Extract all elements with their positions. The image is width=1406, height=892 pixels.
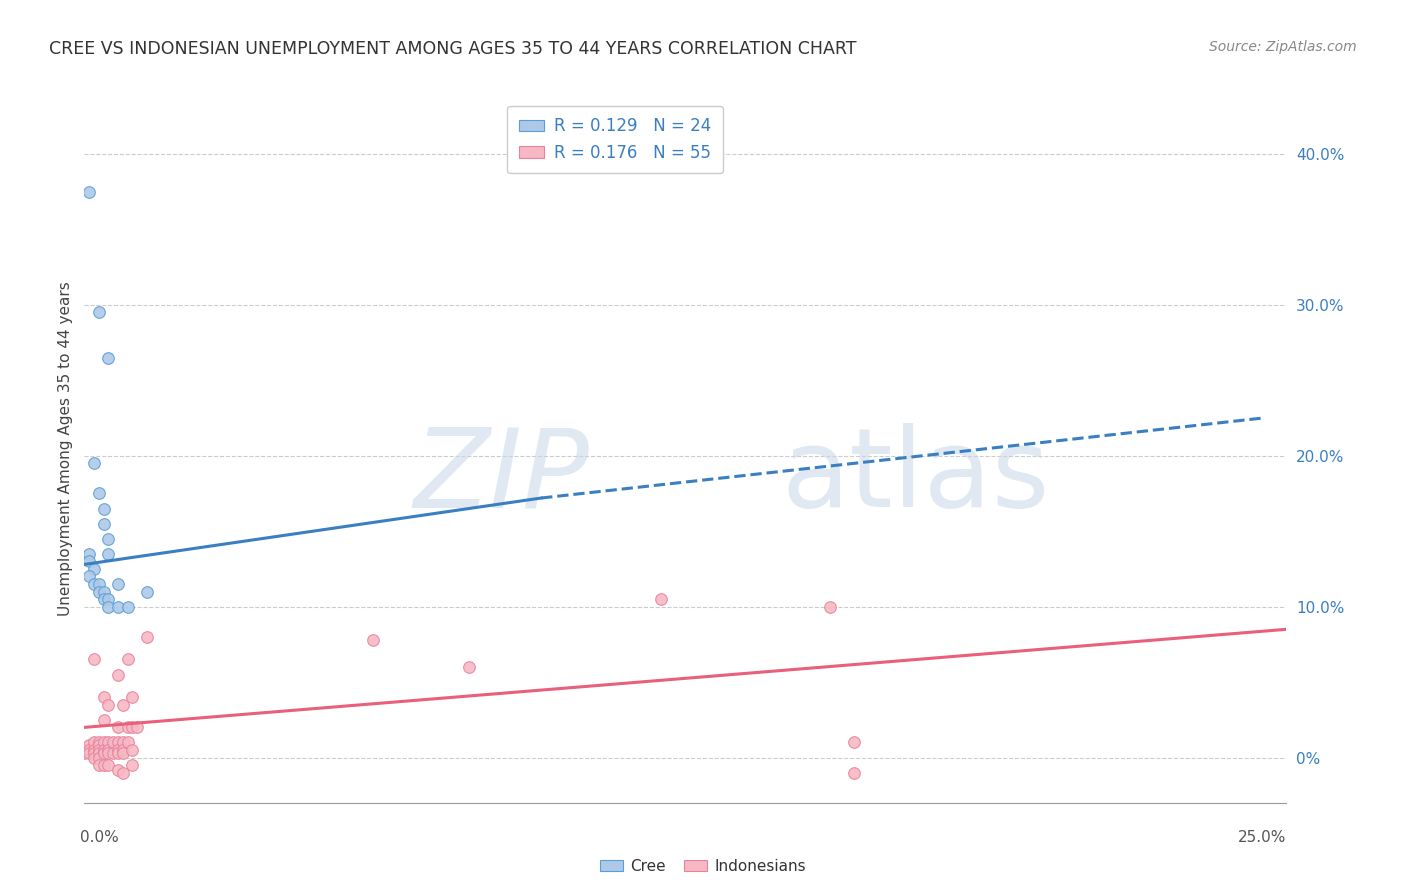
Point [97,592,120,607]
Point [117,735,139,749]
Point [111,746,134,760]
Point [135,584,157,599]
Point [83,652,105,666]
Point [107,720,129,734]
Point [97,758,120,772]
Point [111,765,134,780]
Point [83,735,105,749]
Point [97,351,120,365]
Point [361,632,384,647]
Point [97,698,120,712]
Point [77,746,100,760]
Point [87,750,110,764]
Point [93,743,115,757]
Text: Source: ZipAtlas.com: Source: ZipAtlas.com [1209,40,1357,54]
Point [97,547,120,561]
Point [97,532,120,546]
Point [650,592,672,607]
Point [127,720,149,734]
Text: 0.0%: 0.0% [80,830,118,845]
Point [83,562,105,576]
Point [121,743,143,757]
Point [93,501,115,516]
Point [111,735,134,749]
Point [121,690,143,705]
Point [107,746,129,760]
Point [117,599,139,614]
Point [93,584,115,599]
Point [103,735,125,749]
Point [107,577,129,591]
Point [87,746,110,760]
Text: CREE VS INDONESIAN UNEMPLOYMENT AMONG AGES 35 TO 44 YEARS CORRELATION CHART: CREE VS INDONESIAN UNEMPLOYMENT AMONG AG… [49,40,856,58]
Point [73,746,96,760]
Text: atlas: atlas [782,423,1050,530]
Point [87,743,110,757]
Point [87,305,110,319]
Point [842,765,865,780]
Point [73,743,96,757]
Point [83,743,105,757]
Point [117,720,139,734]
Point [93,735,115,749]
Point [77,554,100,568]
Text: ZIP: ZIP [413,423,589,530]
Point [107,667,129,681]
Legend: R = 0.129   N = 24, R = 0.176   N = 55: R = 0.129 N = 24, R = 0.176 N = 55 [508,105,723,173]
Point [83,746,105,760]
Point [93,592,115,607]
Point [121,758,143,772]
Point [107,743,129,757]
Point [135,630,157,644]
Point [111,698,134,712]
Text: 25.0%: 25.0% [1239,830,1286,845]
Point [97,735,120,749]
Point [87,735,110,749]
Point [818,599,841,614]
Point [107,735,129,749]
Point [77,569,100,583]
Point [87,739,110,753]
Point [87,577,110,591]
Point [103,746,125,760]
Point [107,763,129,777]
Legend: Cree, Indonesians: Cree, Indonesians [593,853,813,880]
Point [842,735,865,749]
Point [93,516,115,531]
Point [93,746,115,760]
Point [87,486,110,500]
Point [93,713,115,727]
Point [97,743,120,757]
Point [111,743,134,757]
Point [117,652,139,666]
Point [77,739,100,753]
Point [83,750,105,764]
Point [121,720,143,734]
Y-axis label: Unemployment Among Ages 35 to 44 years: Unemployment Among Ages 35 to 44 years [58,281,73,615]
Point [97,746,120,760]
Point [87,584,110,599]
Point [77,185,100,199]
Point [458,660,481,674]
Point [97,599,120,614]
Point [77,743,100,757]
Point [77,547,100,561]
Point [107,599,129,614]
Point [83,456,105,470]
Point [93,758,115,772]
Point [83,577,105,591]
Point [93,690,115,705]
Point [87,758,110,772]
